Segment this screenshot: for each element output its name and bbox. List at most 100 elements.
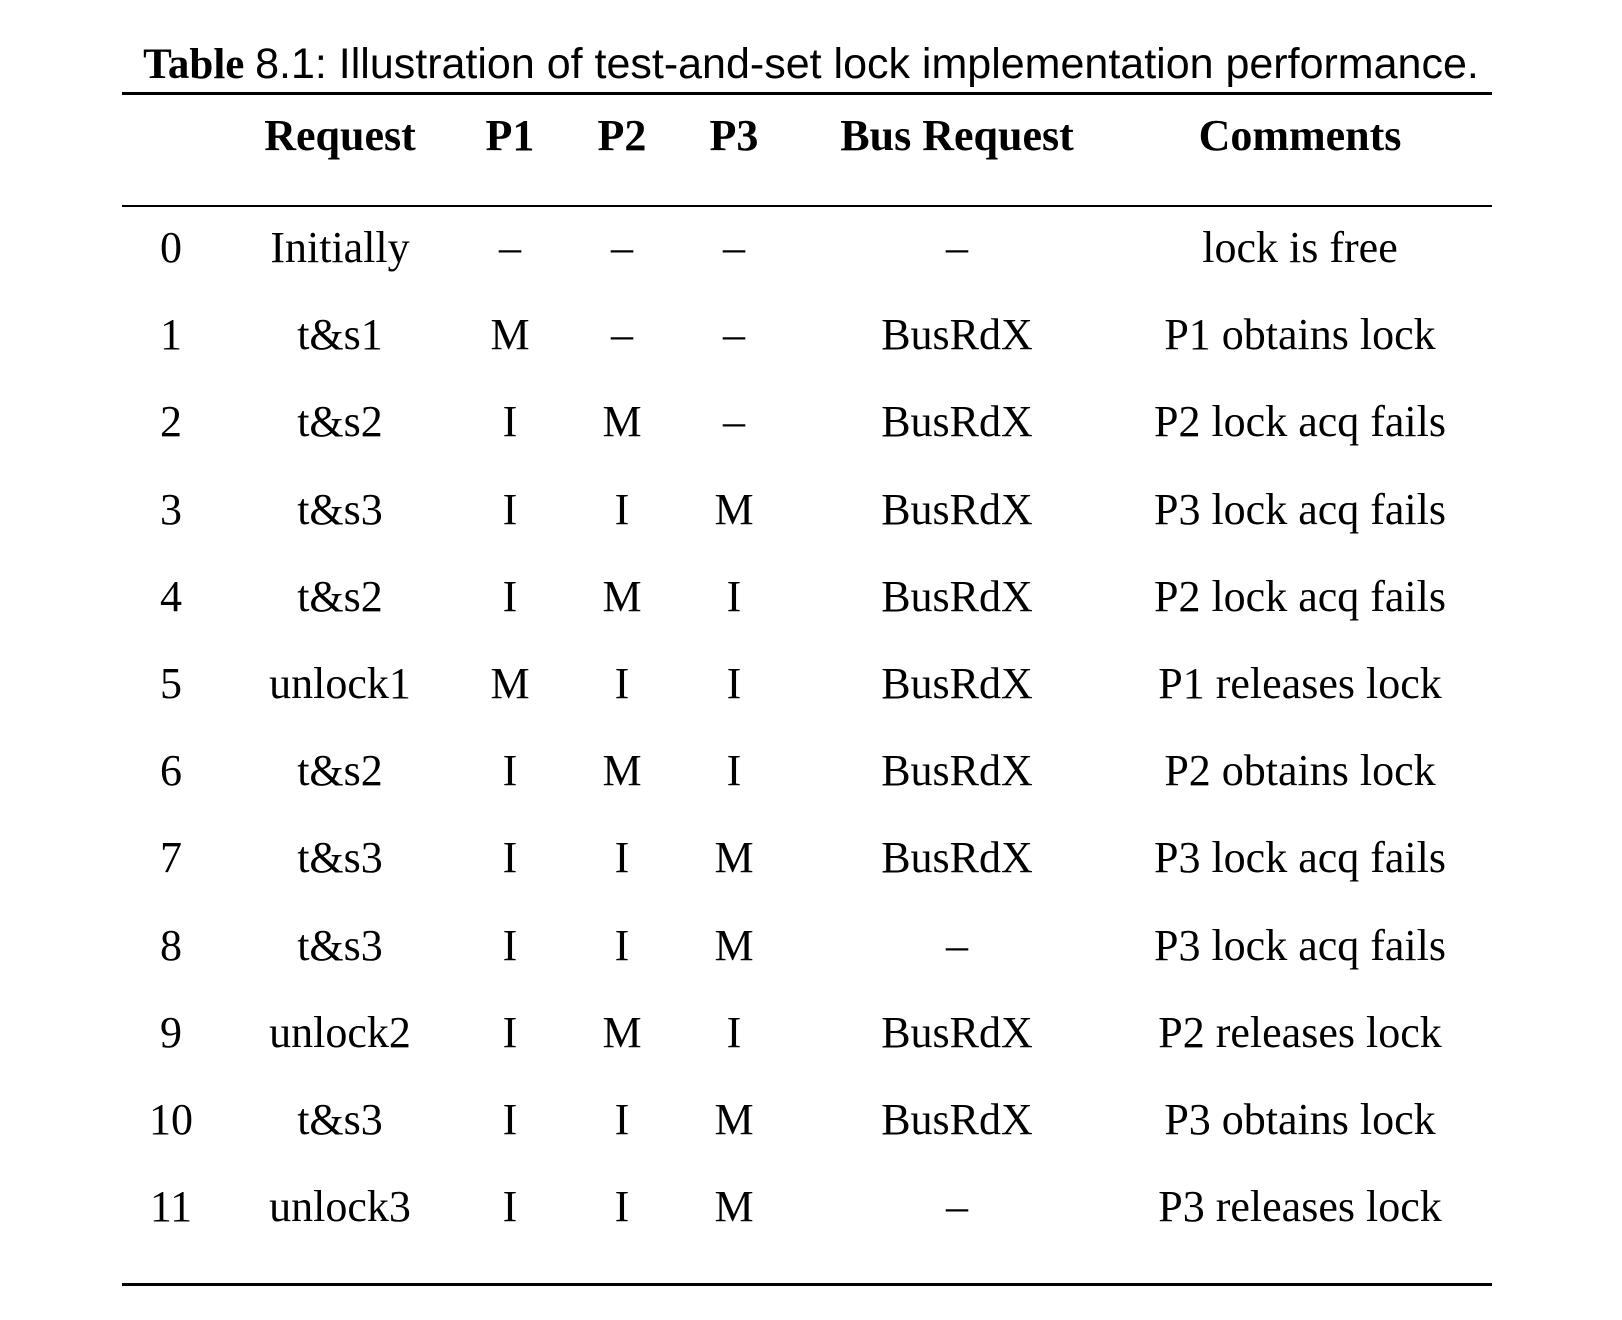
comment-cell: P2 releases lock	[1158, 1008, 1442, 1057]
p3-state-cell: I	[726, 659, 742, 708]
row-index: 2	[160, 397, 182, 446]
row-index: 3	[160, 485, 182, 534]
p1-state-cell: I	[502, 397, 518, 446]
table-row: 6 t&s2 I M I BusRdX P2 obtains lock	[0, 741, 1622, 801]
p1-state-cell: I	[502, 485, 518, 534]
p3-state-cell: –	[723, 310, 745, 359]
comment-cell: P3 lock acq fails	[1153, 921, 1447, 970]
p3-state-cell: M	[714, 833, 754, 882]
row-index: 9	[160, 1008, 182, 1057]
table-caption: Table 8.1: Illustration of test-and-set …	[0, 36, 1622, 93]
p2-state-cell: I	[614, 485, 630, 534]
row-index: 5	[160, 659, 182, 708]
request-cell: Initially	[270, 223, 410, 272]
row-index: 10	[149, 1095, 193, 1144]
caption-label: Table	[143, 41, 245, 88]
bus-request-cell: BusRdX	[881, 397, 1033, 446]
comment-cell: P3 lock acq fails	[1153, 833, 1447, 882]
p3-state-cell: –	[723, 223, 745, 272]
p1-state-cell: M	[490, 659, 530, 708]
caption-number: 8.1	[255, 40, 315, 88]
p1-state-cell: I	[502, 1095, 518, 1144]
table-row: 11 unlock3 I I M – P3 releases lock	[0, 1177, 1622, 1237]
caption-text: : Illustration of test-and-set lock impl…	[314, 40, 1479, 88]
bus-request-cell: BusRdX	[881, 659, 1033, 708]
row-index: 11	[149, 1182, 193, 1231]
request-cell: t&s2	[297, 572, 383, 621]
request-cell: t&s3	[297, 921, 383, 970]
p1-state-cell: –	[499, 223, 521, 272]
request-cell: t&s3	[297, 1095, 383, 1144]
p2-state-cell: –	[611, 310, 633, 359]
p2-state-cell: I	[614, 833, 630, 882]
bus-request-cell: –	[946, 223, 968, 272]
comment-cell: P2 lock acq fails	[1153, 572, 1447, 621]
header-request: Request	[264, 111, 416, 160]
row-index: 8	[160, 921, 182, 970]
p1-state-cell: I	[502, 1008, 518, 1057]
request-cell: unlock1	[269, 659, 411, 708]
bus-request-cell: BusRdX	[881, 1008, 1033, 1057]
p1-state-cell: I	[502, 572, 518, 621]
p3-state-cell: M	[714, 1182, 754, 1231]
table-bottom-rule	[122, 1283, 1492, 1286]
table-row: 8 t&s3 I I M – P3 lock acq fails	[0, 916, 1622, 976]
row-index: 1	[160, 310, 182, 359]
request-cell: t&s3	[297, 833, 383, 882]
comment-cell: P1 obtains lock	[1164, 310, 1436, 359]
request-cell: t&s2	[297, 397, 383, 446]
p2-state-cell: M	[602, 572, 642, 621]
table-header-rule	[122, 205, 1492, 207]
row-index: 6	[160, 746, 182, 795]
header-p2: P2	[597, 111, 647, 160]
p1-state-cell: M	[490, 310, 530, 359]
table-row: 0 Initially – – – – lock is free	[0, 218, 1622, 278]
table-row: 7 t&s3 I I M BusRdX P3 lock acq fails	[0, 828, 1622, 888]
bus-request-cell: –	[946, 921, 968, 970]
table-row: 1 t&s1 M – – BusRdX P1 obtains lock	[0, 305, 1622, 365]
bus-request-cell: BusRdX	[881, 485, 1033, 534]
table-top-rule	[122, 92, 1492, 95]
p2-state-cell: –	[611, 223, 633, 272]
p2-state-cell: I	[614, 921, 630, 970]
bus-request-cell: BusRdX	[881, 572, 1033, 621]
request-cell: t&s3	[297, 485, 383, 534]
comment-cell: P3 releases lock	[1158, 1182, 1442, 1231]
bus-request-cell: BusRdX	[881, 1095, 1033, 1144]
p1-state-cell: I	[502, 921, 518, 970]
table-row: 10 t&s3 I I M BusRdX P3 obtains lock	[0, 1090, 1622, 1150]
p1-state-cell: I	[502, 1182, 518, 1231]
header-comments: Comments	[1198, 111, 1402, 160]
comment-cell: P3 obtains lock	[1164, 1095, 1436, 1144]
table-row: 3 t&s3 I I M BusRdX P3 lock acq fails	[0, 480, 1622, 540]
bus-request-cell: BusRdX	[881, 746, 1033, 795]
table-header-row: Request P1 P2 P3 Bus Request Comments	[0, 106, 1622, 166]
row-index: 0	[160, 223, 182, 272]
p3-state-cell: I	[726, 1008, 742, 1057]
header-p1: P1	[485, 111, 535, 160]
request-cell: t&s2	[297, 746, 383, 795]
p2-state-cell: M	[602, 746, 642, 795]
p2-state-cell: I	[614, 1095, 630, 1144]
p1-state-cell: I	[502, 833, 518, 882]
row-index: 4	[160, 572, 182, 621]
p2-state-cell: I	[614, 659, 630, 708]
bus-request-cell: BusRdX	[881, 310, 1033, 359]
comment-cell: lock is free	[1202, 223, 1398, 272]
request-cell: unlock2	[269, 1008, 411, 1057]
comment-cell: P2 lock acq fails	[1153, 397, 1447, 446]
bus-request-cell: –	[946, 1182, 968, 1231]
p2-state-cell: M	[602, 397, 642, 446]
p1-state-cell: I	[502, 746, 518, 795]
table-row: 5 unlock1 M I I BusRdX P1 releases lock	[0, 654, 1622, 714]
row-index: 7	[160, 833, 182, 882]
header-p3: P3	[709, 111, 759, 160]
p3-state-cell: I	[726, 572, 742, 621]
p3-state-cell: M	[714, 485, 754, 534]
p3-state-cell: M	[714, 921, 754, 970]
table-row: 9 unlock2 I M I BusRdX P2 releases lock	[0, 1003, 1622, 1063]
header-bus-request: Bus Request	[840, 111, 1074, 160]
comment-cell: P3 lock acq fails	[1153, 485, 1447, 534]
table-row: 4 t&s2 I M I BusRdX P2 lock acq fails	[0, 567, 1622, 627]
p3-state-cell: I	[726, 746, 742, 795]
